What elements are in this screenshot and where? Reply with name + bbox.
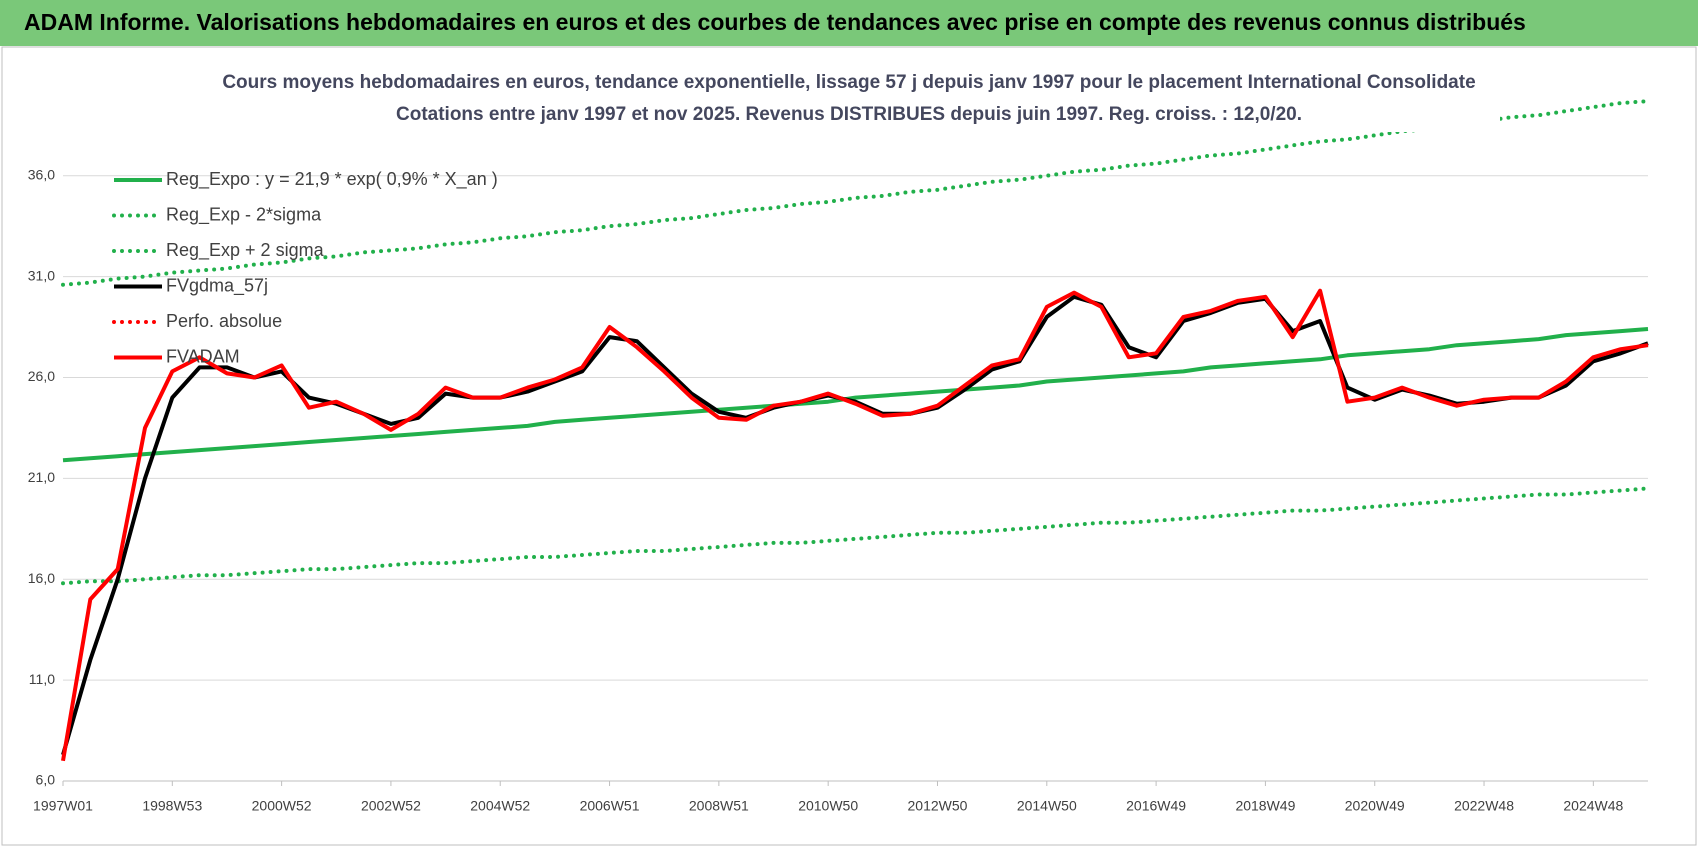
- y-tick-label: 21,0: [28, 469, 55, 485]
- x-tick-label: 2012W50: [908, 798, 968, 814]
- chart-title: Cours moyens hebdomadaires en euros, ten…: [222, 72, 1475, 93]
- y-tick-label: 11,0: [29, 671, 55, 687]
- legend-label: Perfo. absolue: [166, 311, 282, 331]
- header-title: ADAM Informe. Valorisations hebdomadaire…: [24, 9, 1526, 35]
- x-tick-label: 2004W52: [470, 798, 530, 814]
- x-tick-label: 1998W53: [142, 798, 202, 814]
- y-tick-label: 6,0: [36, 772, 56, 788]
- series-line: [62, 327, 1649, 463]
- y-tick-label: 26,0: [28, 368, 55, 384]
- x-tick-label: 2014W50: [1017, 798, 1077, 814]
- title-background: [200, 66, 1500, 132]
- x-tick-label: 2000W52: [252, 798, 312, 814]
- series-line: [61, 486, 1650, 586]
- x-tick-label: 2010W50: [798, 798, 858, 814]
- legend-label: FVgdma_57j: [166, 275, 268, 296]
- chart-frame: [1, 46, 1697, 846]
- header-bar: [0, 0, 1698, 46]
- x-tick-label: 2006W51: [580, 798, 640, 814]
- y-tick-label: 31,0: [28, 267, 55, 283]
- x-tick-label: 1997W01: [33, 798, 93, 814]
- x-tick-label: 2016W49: [1126, 798, 1186, 814]
- series-line: [61, 288, 1649, 762]
- x-tick-label: 2020W49: [1345, 798, 1405, 814]
- chart-subtitle: Cotations entre janv 1997 et nov 2025. R…: [396, 104, 1302, 125]
- x-tick-label: 2024W48: [1563, 798, 1623, 814]
- x-tick-label: 2022W48: [1454, 798, 1514, 814]
- legend-label: FVADAM: [166, 346, 240, 366]
- legend-label: Reg_Exp - 2*sigma: [166, 204, 322, 225]
- series-line: [61, 99, 1650, 287]
- x-tick-label: 2018W49: [1235, 798, 1295, 814]
- y-tick-label: 16,0: [28, 570, 55, 586]
- y-tick-label: 36,0: [28, 166, 55, 182]
- legend-label: Reg_Expo : y = 21,9 * exp( 0,9% * X_an ): [166, 169, 498, 190]
- x-tick-label: 2002W52: [361, 798, 421, 814]
- legend-label: Reg_Exp + 2 sigma: [166, 240, 325, 261]
- x-tick-label: 2008W51: [689, 798, 749, 814]
